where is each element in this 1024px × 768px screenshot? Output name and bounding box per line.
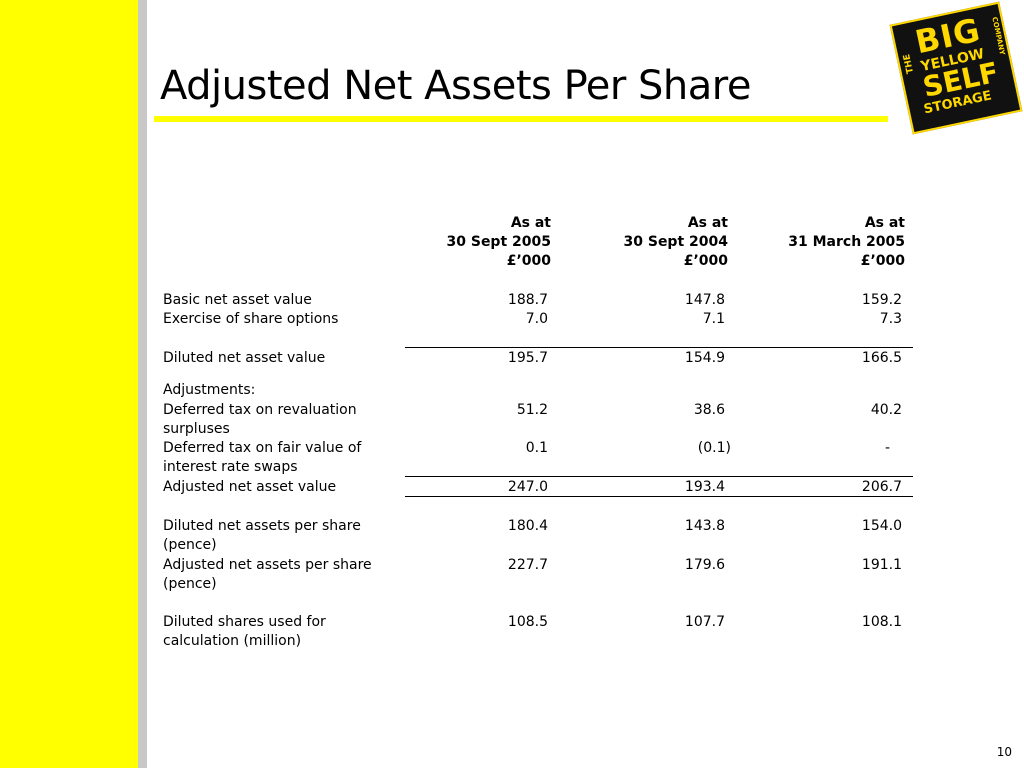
left-grey-band — [138, 0, 147, 768]
row-label-share-options: Exercise of share options — [163, 311, 339, 327]
cell-deferred-tax-reval-2004: 38.6 — [693, 402, 725, 418]
column-header-line: As at — [864, 215, 905, 231]
column-header-march-2005: As at 31 March 2005 £’000 — [754, 214, 905, 271]
label-line: Deferred tax on fair value of — [163, 440, 362, 456]
column-header-line: £’000 — [860, 253, 905, 269]
column-header-line: £’000 — [506, 253, 551, 269]
cell-diluted-nps-2004: 143.8 — [684, 518, 725, 534]
row-label-diluted-nav: Diluted net asset value — [163, 350, 326, 366]
label-line: Deferred tax on revaluation — [163, 402, 357, 418]
label-line: calculation (million) — [163, 633, 302, 649]
column-header-line: As at — [687, 215, 728, 231]
cell-adjusted-nav-2004: 193.4 — [684, 479, 725, 495]
left-yellow-band — [0, 0, 138, 768]
column-header-line: 30 Sept 2004 — [623, 234, 729, 250]
label-line: (pence) — [163, 576, 217, 592]
row-label-adjusted-nps: Adjusted net assets per share (pence) — [163, 556, 388, 594]
big-yellow-self-storage-logo: THE BIG YELLOW SELF STORAGE COMPANY — [889, 1, 1023, 135]
cell-diluted-nps-mar2005: 154.0 — [861, 518, 902, 534]
cell-basic-nav-mar2005: 159.2 — [861, 292, 902, 308]
cell-deferred-tax-swaps-mar2005: - — [884, 440, 890, 456]
title-underline — [154, 116, 888, 122]
label-line: surpluses — [163, 421, 230, 437]
row-label-diluted-shares: Diluted shares used for calculation (mil… — [163, 613, 388, 651]
subtotal-rule — [405, 347, 913, 348]
cell-share-options-2004: 7.1 — [702, 311, 725, 327]
row-label-diluted-nps: Diluted net assets per share (pence) — [163, 517, 388, 555]
column-header-line: 31 March 2005 — [788, 234, 905, 250]
cell-diluted-shares-mar2005: 108.1 — [861, 614, 902, 630]
column-header-line: 30 Sept 2005 — [446, 234, 552, 250]
row-label-deferred-tax-revaluation: Deferred tax on revaluation surpluses — [163, 401, 388, 439]
cell-adjusted-nps-mar2005: 191.1 — [861, 557, 902, 573]
page-number: 10 — [996, 745, 1012, 759]
cell-diluted-shares-2005: 108.5 — [507, 614, 548, 630]
cell-adjusted-nps-2005: 227.7 — [507, 557, 548, 573]
column-header-line: £’000 — [683, 253, 728, 269]
slide-title: Adjusted Net Assets Per Share — [160, 63, 751, 109]
logo-company-text: COMPANY — [990, 16, 1007, 56]
cell-diluted-nps-2005: 180.4 — [507, 518, 548, 534]
total-top-rule — [405, 476, 913, 477]
cell-diluted-nav-mar2005: 166.5 — [861, 350, 902, 366]
row-label-deferred-tax-swaps: Deferred tax on fair value of interest r… — [163, 439, 388, 477]
row-label-adjustments: Adjustments: — [163, 382, 256, 398]
column-header-sept-2004: As at 30 Sept 2004 £’000 — [577, 214, 729, 271]
row-label-adjusted-nav: Adjusted net asset value — [163, 479, 337, 495]
cell-share-options-2005: 7.0 — [525, 311, 548, 327]
cell-share-options-mar2005: 7.3 — [879, 311, 902, 327]
cell-diluted-nav-2005: 195.7 — [507, 350, 548, 366]
total-bottom-rule — [405, 496, 913, 497]
column-header-line: As at — [510, 215, 551, 231]
cell-deferred-tax-swaps-2004: (0.1) — [697, 440, 731, 456]
label-line: (pence) — [163, 537, 217, 553]
cell-adjusted-nav-2005: 247.0 — [507, 479, 548, 495]
label-line: Diluted shares used for — [163, 614, 326, 630]
column-header-sept-2005: As at 30 Sept 2005 £’000 — [400, 214, 552, 271]
cell-diluted-shares-2004: 107.7 — [684, 614, 725, 630]
cell-deferred-tax-reval-mar2005: 40.2 — [870, 402, 902, 418]
label-line: Diluted net assets per share — [163, 518, 361, 534]
label-line: Adjusted net assets per share — [163, 557, 372, 573]
row-label-basic-nav: Basic net asset value — [163, 292, 312, 308]
cell-deferred-tax-reval-2005: 51.2 — [516, 402, 548, 418]
cell-deferred-tax-swaps-2005: 0.1 — [525, 440, 548, 456]
cell-adjusted-nav-mar2005: 206.7 — [861, 479, 902, 495]
label-line: interest rate swaps — [163, 459, 298, 475]
cell-diluted-nav-2004: 154.9 — [684, 350, 725, 366]
cell-adjusted-nps-2004: 179.6 — [684, 557, 725, 573]
cell-basic-nav-2004: 147.8 — [684, 292, 725, 308]
cell-basic-nav-2005: 188.7 — [507, 292, 548, 308]
